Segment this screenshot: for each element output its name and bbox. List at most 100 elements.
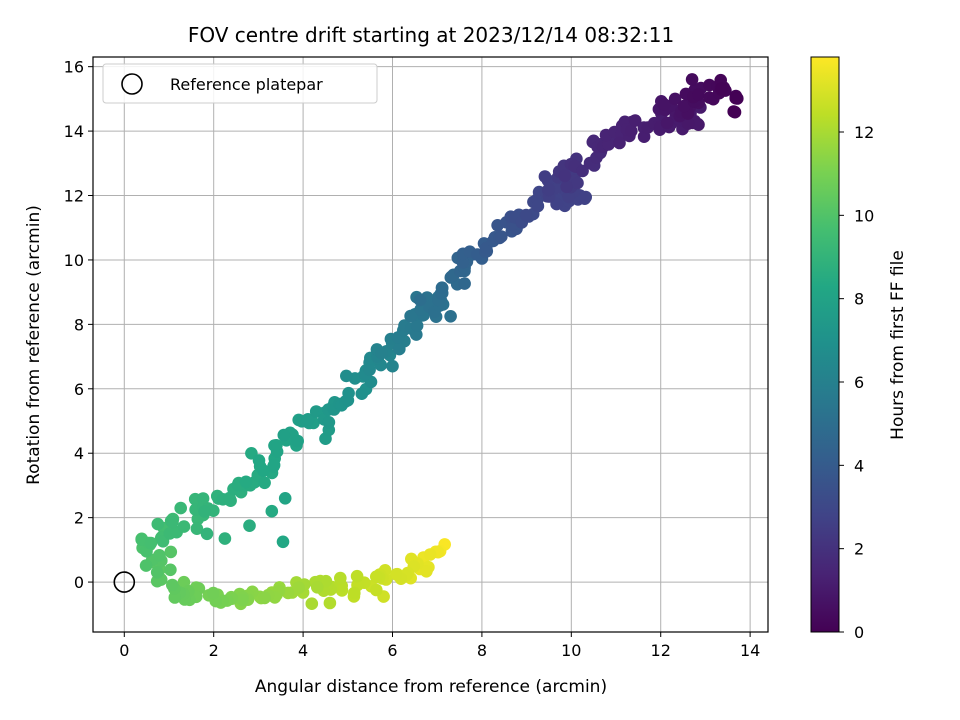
- scatter-point: [291, 434, 305, 448]
- scatter-point: [150, 574, 164, 588]
- reference-platepar-marker: [113, 571, 136, 593]
- scatter-point: [576, 164, 589, 178]
- scatter-point: [681, 117, 695, 130]
- scatter-point: [334, 571, 347, 585]
- scatter-point: [258, 476, 271, 490]
- scatter-point: [348, 586, 361, 600]
- scatter-point: [420, 565, 433, 578]
- colorbar-tick-label: 12: [854, 123, 874, 142]
- legend-marker-reference: [121, 73, 143, 95]
- grid-lines: [93, 57, 768, 632]
- scatter-point: [386, 359, 399, 373]
- x-tick-label: 10: [561, 641, 581, 660]
- scatter-point: [413, 293, 427, 307]
- scatter-point: [458, 277, 471, 290]
- scatter-point: [174, 501, 187, 515]
- scatter-point: [560, 180, 573, 194]
- scatter-point: [277, 428, 291, 442]
- scatter-point: [200, 527, 214, 541]
- x-axis-ticks: 0 2 4 6 8 10 12 14: [119, 632, 760, 660]
- scatter-point: [323, 596, 337, 610]
- scatter-point: [153, 549, 166, 562]
- scatter-point: [164, 563, 177, 577]
- scatter-point: [350, 569, 364, 583]
- scatter-point: [276, 535, 290, 549]
- scatter-point: [370, 570, 383, 583]
- y-axis-label: Rotation from reference (arcmin): [24, 205, 44, 485]
- scatter-points: [135, 73, 744, 611]
- x-tick-label: 2: [209, 641, 219, 660]
- scatter-point: [198, 505, 211, 518]
- scatter-point: [166, 578, 179, 592]
- scatter-point: [728, 105, 742, 119]
- x-tick-label: 14: [740, 641, 760, 660]
- scatter-point: [265, 504, 279, 518]
- scatter-point: [177, 520, 191, 533]
- colorbar-tick-label: 6: [854, 373, 864, 392]
- scatter-point: [715, 82, 728, 95]
- y-tick-label: 0: [74, 573, 84, 592]
- x-tick-label: 12: [651, 641, 671, 660]
- scatter-point: [239, 475, 253, 489]
- scatter-point: [625, 124, 638, 138]
- colorbar-label: Hours from first FF file: [888, 250, 908, 440]
- scatter-point: [613, 136, 626, 150]
- scatter-point: [252, 454, 266, 467]
- scatter-point: [257, 464, 270, 478]
- scatter-point: [423, 548, 437, 561]
- scatter-point: [355, 387, 369, 401]
- scatter-point: [363, 363, 376, 377]
- y-tick-label: 14: [64, 122, 84, 141]
- legend: Reference platepar: [102, 63, 378, 104]
- scatter-point: [342, 386, 355, 400]
- scatter-point: [390, 568, 403, 581]
- scatter-point: [571, 176, 584, 190]
- y-tick-label: 4: [74, 444, 84, 463]
- x-tick-label: 4: [298, 641, 308, 660]
- colorbar-ticks: 0 2 4 6 8 10 12: [839, 123, 874, 642]
- scatter-point: [139, 559, 153, 572]
- y-tick-label: 2: [74, 509, 84, 528]
- scatter-point: [657, 98, 671, 111]
- y-tick-label: 10: [64, 251, 84, 270]
- scatter-point: [692, 118, 705, 131]
- chart-title: FOV centre drift starting at 2023/12/14 …: [188, 23, 674, 47]
- scatter-point: [150, 566, 164, 579]
- scatter-point: [322, 416, 336, 429]
- scatter-point: [393, 342, 406, 356]
- scatter-point: [301, 413, 315, 426]
- scatter-point: [340, 369, 353, 383]
- scatter-point: [685, 73, 699, 86]
- scatter-point: [519, 208, 533, 222]
- scatter-point: [278, 492, 292, 505]
- y-tick-label: 16: [64, 58, 84, 77]
- colorbar: 0 2 4 6 8 10 12 Hours from first FF file: [810, 56, 908, 642]
- plot-frame: [92, 56, 769, 633]
- colorbar-gradient: [810, 56, 840, 633]
- scatter-point: [668, 92, 682, 106]
- colorbar-tick-label: 10: [854, 206, 874, 225]
- scatter-point: [677, 99, 691, 113]
- scatter-point: [305, 597, 319, 610]
- scatter-point: [558, 169, 572, 183]
- scatter-point: [311, 581, 324, 594]
- scatter-point: [292, 581, 306, 595]
- scatter-point: [268, 439, 281, 452]
- scatter-point: [542, 182, 556, 196]
- scatter-point: [267, 458, 281, 472]
- scatter-point: [243, 519, 256, 532]
- colorbar-tick-label: 4: [854, 456, 864, 475]
- scatter-point: [628, 114, 642, 127]
- scatter-point: [207, 586, 220, 600]
- scatter-point: [258, 591, 272, 605]
- x-tick-label: 8: [477, 641, 487, 660]
- scatter-point: [168, 591, 182, 604]
- scatter-point: [190, 522, 204, 535]
- scatter-point: [495, 230, 508, 243]
- scatter-point: [410, 319, 424, 333]
- scatter-point: [375, 346, 388, 360]
- colorbar-tick-label: 0: [854, 623, 864, 642]
- scatter-point: [435, 281, 449, 295]
